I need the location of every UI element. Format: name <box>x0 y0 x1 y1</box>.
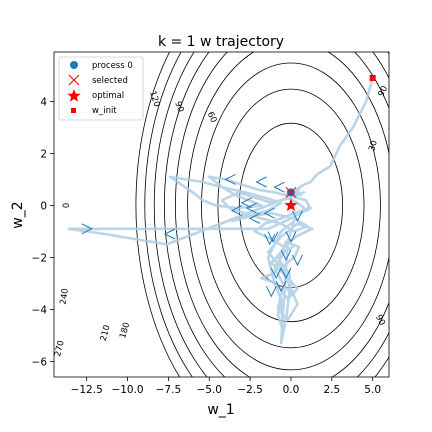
direction-arrow <box>248 212 261 224</box>
optimal-marker <box>284 198 298 212</box>
direction-arrow <box>273 181 285 193</box>
contour-label: 180 <box>118 321 132 339</box>
contour-label: 90 <box>373 313 387 327</box>
direction-arrow <box>245 202 257 214</box>
contour-line <box>164 52 389 377</box>
plot-frame <box>53 51 390 378</box>
y-tick-label: −2 <box>32 252 47 264</box>
chart-title: k = 1 w trajectory <box>158 34 284 50</box>
y-tick-label: 0 <box>40 200 47 212</box>
legend-process-label: process 0 <box>92 61 133 71</box>
direction-arrow <box>230 205 243 217</box>
x-axis-ticks: −12.5 −10.0 −7.5 −5.0 −2.5 0.0 2.5 5.0 <box>71 377 381 396</box>
direction-arrow <box>263 207 275 219</box>
markers <box>284 75 376 212</box>
legend-optimal-marker <box>67 89 81 102</box>
y-tick-label: 4 <box>40 96 47 108</box>
y-tick-label: −4 <box>32 304 48 316</box>
x-tick-label: −5.0 <box>196 384 222 396</box>
legend-optimal-label: optimal <box>92 91 124 101</box>
contour-label: 0 <box>59 203 69 208</box>
legend-winit-marker <box>71 108 76 113</box>
contour-label: 90 <box>172 100 185 114</box>
contour-line <box>175 52 389 377</box>
x-tick-label: −2.5 <box>237 384 263 396</box>
contour-label: 270 <box>53 340 67 358</box>
legend-selected-marker <box>68 74 80 86</box>
x-axis-label: w_1 <box>207 402 234 418</box>
contour-label: 90 <box>376 84 390 98</box>
x-tick-label: −12.5 <box>71 384 103 396</box>
direction-arrow <box>163 228 176 240</box>
contour-label: 30 <box>367 139 380 152</box>
contour-label: 240 <box>59 288 71 306</box>
direction-arrow <box>267 231 279 243</box>
x-tick-label: −10.0 <box>111 384 143 396</box>
y-axis-ticks: −6 −4 −2 0 2 4 <box>32 96 54 368</box>
direction-arrow <box>255 176 267 188</box>
x-tick-label: −7.5 <box>156 384 182 396</box>
legend-winit-label: w_init <box>92 106 117 116</box>
contour-line <box>201 62 381 349</box>
direction-arrow <box>285 231 297 243</box>
selected-marker <box>285 187 297 198</box>
contour-line <box>153 52 389 377</box>
contour-line <box>187 52 389 371</box>
direction-arrow <box>224 173 236 185</box>
x-tick-label: 2.5 <box>323 384 340 396</box>
direction-arrow <box>265 285 277 298</box>
y-axis-label: w_2 <box>10 201 26 228</box>
contour-label: 60 <box>205 110 219 124</box>
direction-arrow <box>275 280 287 293</box>
direction-arrow <box>292 210 303 222</box>
direction-arrow <box>81 223 93 235</box>
legend-process-marker <box>70 61 78 69</box>
legend: process 0 selected optimal w_init <box>58 56 144 121</box>
contour-line <box>135 52 181 377</box>
x-tick-label: 5.0 <box>364 384 381 396</box>
direction-arrow <box>280 249 292 261</box>
direction-arrow <box>270 267 282 280</box>
direction-arrow <box>264 233 276 246</box>
y-tick-label: −6 <box>32 356 48 368</box>
trajectory <box>67 76 374 345</box>
trajectory-line <box>67 76 374 345</box>
legend-box <box>58 56 144 121</box>
winit-marker <box>369 75 376 81</box>
contour-line <box>144 52 193 377</box>
legend-selected-label: selected <box>92 76 128 86</box>
direction-arrow <box>280 267 292 280</box>
contour-label: 210 <box>99 324 113 342</box>
contour-label: 120 <box>147 90 161 108</box>
y-tick-label: 2 <box>40 148 47 160</box>
direction-arrow <box>240 197 253 209</box>
direction-arrow <box>292 254 303 267</box>
x-tick-label: 0.0 <box>283 384 300 396</box>
contour-labels: 90 30 60 90 120 90 180 210 240 270 0 <box>53 84 390 357</box>
